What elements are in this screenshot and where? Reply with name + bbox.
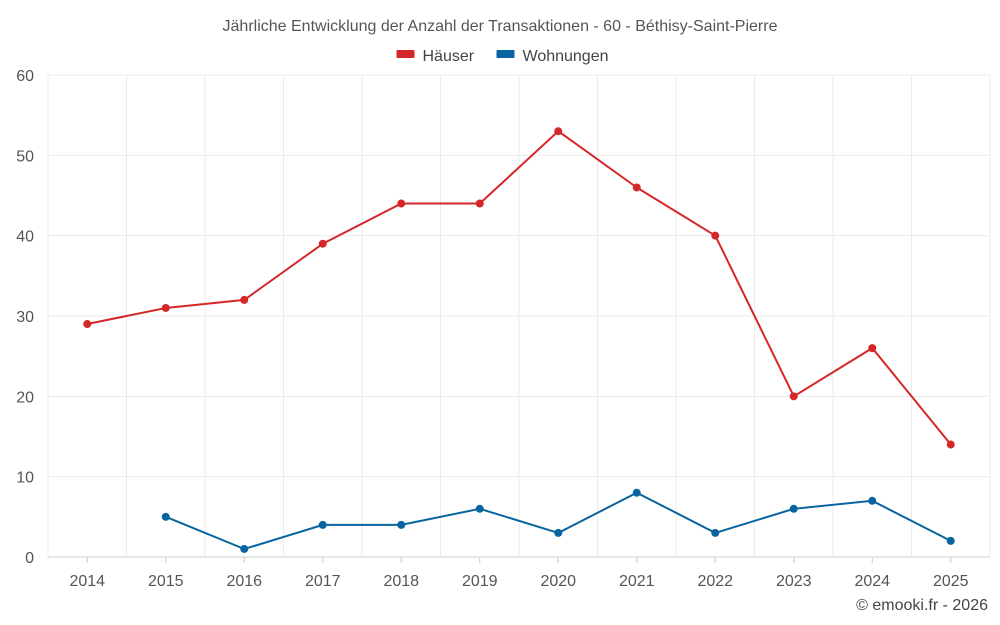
x-tick-label: 2020 [540,573,576,590]
x-tick-label: 2021 [619,573,655,590]
y-tick-label: 50 [16,148,34,165]
legend[interactable]: Häuser Wohnungen [396,48,609,65]
legend-swatch [496,50,515,58]
y-tick-label: 10 [16,470,34,487]
data-point[interactable] [789,392,798,401]
y-tick-label: 40 [16,229,34,246]
legend-swatch [396,50,415,58]
data-point[interactable] [161,512,170,521]
data-point[interactable] [789,504,798,513]
data-point[interactable] [632,183,641,192]
series-line [87,129,952,446]
x-tick-label: 2023 [776,573,812,590]
x-tick-label: 2019 [462,573,498,590]
chart-title: Jährliche Entwicklung der Anzahl der Tra… [223,18,778,35]
data-point[interactable] [318,239,327,248]
y-tick-label: 20 [16,389,34,406]
series-group [83,127,955,553]
data-point[interactable] [475,199,484,208]
data-point[interactable] [475,504,484,513]
data-point[interactable] [946,440,955,449]
x-tick-label: 2018 [383,573,419,590]
x-axis: 2014 2015 2016 2017 2018 2019 2020 2021 2022 2023… [69,557,969,590]
data-point[interactable] [318,520,327,529]
data-point[interactable] [868,344,877,353]
y-tick-label: 0 [25,550,34,567]
gridlines [47,74,991,558]
x-tick-label: 2016 [226,573,262,590]
data-point[interactable] [83,320,92,329]
data-point[interactable] [240,544,249,553]
x-tick-label: 2015 [148,573,184,590]
y-axis: 0 10 20 30 40 50 60 [16,68,34,567]
data-point[interactable] [554,127,563,136]
x-tick-label: 2025 [933,573,969,590]
y-tick-label: 30 [16,309,34,326]
data-point[interactable] [946,536,955,545]
x-tick-label: 2022 [697,573,733,590]
series-2 [161,488,955,553]
data-point[interactable] [161,303,170,312]
data-point[interactable] [397,520,406,529]
x-tick-label: 2017 [305,573,341,590]
series-1 [83,127,955,449]
legend-label: Häuser [423,48,475,65]
data-point[interactable] [711,231,720,240]
legend-item[interactable]: Wohnungen [496,48,609,65]
legend-item[interactable]: Häuser [396,48,475,65]
data-point[interactable] [240,295,249,304]
data-point[interactable] [868,496,877,505]
data-point[interactable] [397,199,406,208]
data-point[interactable] [711,528,720,537]
y-tick-label: 60 [16,68,34,85]
credit-text: © emooki.fr - 2026 [856,597,988,614]
data-point[interactable] [632,488,641,497]
x-tick-label: 2024 [854,573,890,590]
x-tick-label: 2014 [69,573,105,590]
legend-label: Wohnungen [523,48,609,65]
data-point[interactable] [554,528,563,537]
